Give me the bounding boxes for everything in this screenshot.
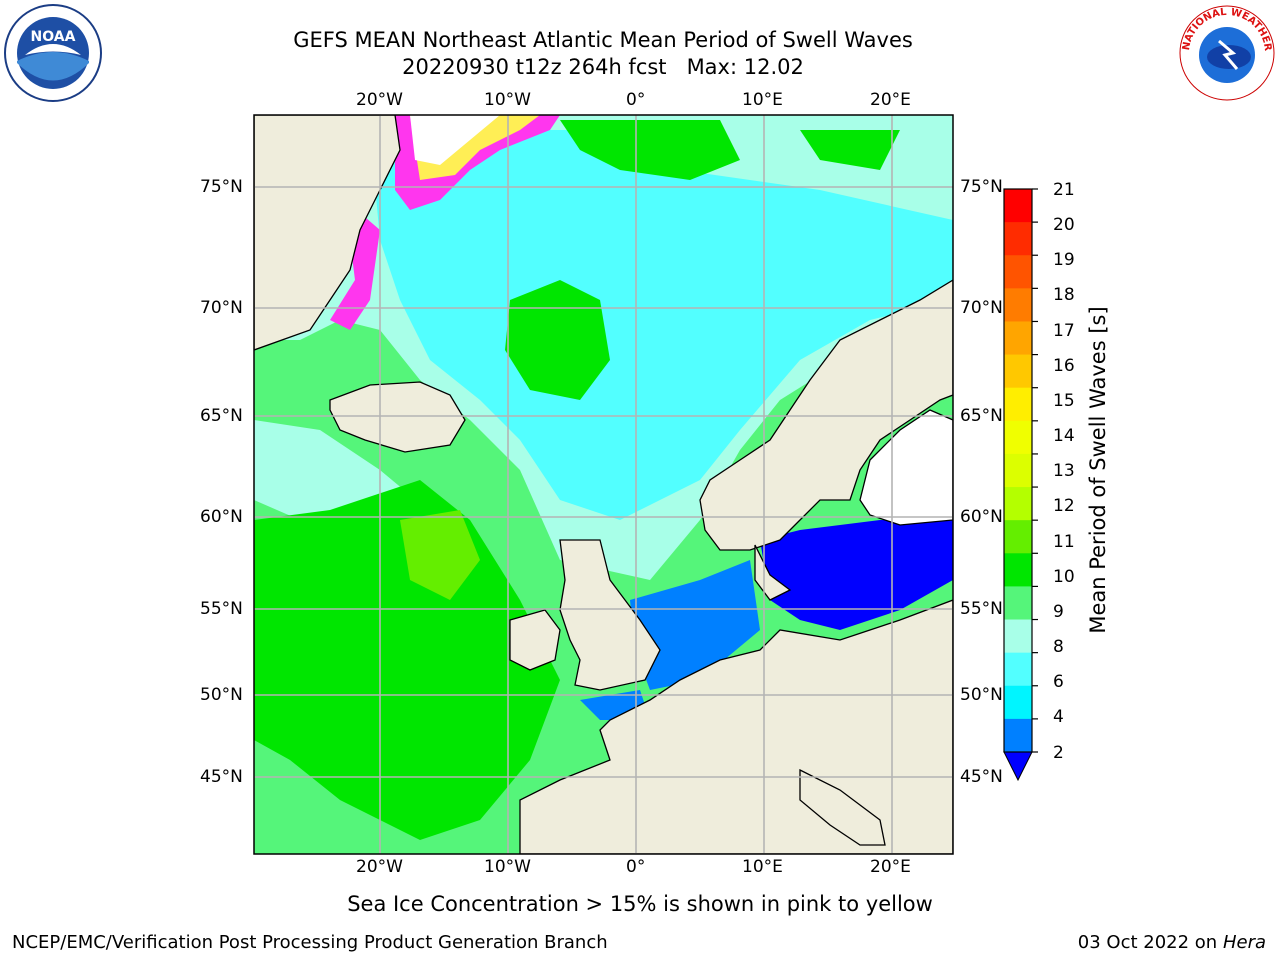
- lon-label-top-10w: 10°W: [484, 90, 531, 110]
- colorbar-band: [1004, 387, 1032, 422]
- colorbar-band: [1004, 222, 1032, 256]
- lat-label-right-45n: 45°N: [960, 767, 1003, 787]
- colorbar-band: [1004, 288, 1032, 322]
- noaa-logo-text: NOAA: [31, 29, 76, 45]
- colorbar-band: [1004, 619, 1032, 654]
- lon-label-top-0: 0°: [626, 90, 646, 110]
- lon-label-bottom-20w: 20°W: [356, 857, 403, 877]
- colorbar-band: [1004, 718, 1032, 753]
- colorbar-band: [1004, 321, 1032, 356]
- footer-host: Hera: [1222, 932, 1266, 953]
- colorbar-tick-15: 15: [1053, 391, 1075, 411]
- colorbar-band: [1004, 652, 1032, 687]
- colorbar: [1003, 188, 1038, 782]
- swell-10-11s-patch-2: [560, 120, 740, 180]
- lat-label-left-75n: 75°N: [200, 177, 243, 197]
- swell-10-11s-patch-3: [254, 480, 560, 840]
- chart-title: GEFS MEAN Northeast Atlantic Mean Period…: [293, 28, 913, 52]
- lon-label-top-20e: 20°E: [870, 90, 911, 110]
- colorbar-tick-18: 18: [1053, 285, 1075, 305]
- iceland: [329, 381, 466, 453]
- ireland: [509, 609, 561, 671]
- colorbar-band: [1004, 255, 1032, 289]
- lat-label-left-45n: 45°N: [200, 767, 243, 787]
- continental-europe: [519, 599, 953, 854]
- swell-6-8s-region: [370, 130, 953, 520]
- colorbar-label: Mean Period of Swell Waves [s]: [1086, 306, 1110, 634]
- footer-left: NCEP/EMC/Verification Post Processing Pr…: [12, 932, 608, 953]
- colorbar-bands: [1004, 189, 1032, 753]
- lat-label-right-55n: 55°N: [960, 599, 1003, 619]
- lat-label-right-75n: 75°N: [960, 177, 1003, 197]
- finland-region: [859, 409, 953, 526]
- great-britain: [559, 539, 661, 691]
- colorbar-tick-11: 11: [1053, 532, 1075, 552]
- lon-label-bottom-10e: 10°E: [742, 857, 783, 877]
- colorbar-tick-9: 9: [1053, 602, 1064, 622]
- colorbar-tick-16: 16: [1053, 356, 1075, 376]
- colorbar-band: [1004, 487, 1032, 521]
- colorbar-tick-13: 13: [1053, 461, 1075, 481]
- sea-ice-core: [410, 115, 500, 165]
- lon-label-top-10e: 10°E: [742, 90, 783, 110]
- sea-ice-note: Sea Ice Concentration > 15% is shown in …: [347, 892, 933, 916]
- lat-label-right-50n: 50°N: [960, 685, 1003, 705]
- colorbar-band: [1004, 586, 1032, 621]
- italy: [799, 768, 886, 846]
- colorbar-tick-12: 12: [1053, 496, 1075, 516]
- baltic-swell-region: [760, 520, 953, 630]
- colorbar-tick-4: 4: [1053, 707, 1064, 727]
- nws-logo: NATIONAL WEATHER SERVICE: [1173, 0, 1277, 107]
- chart-subtitle: 20220930 t12z 264h fcst Max: 12.02: [402, 55, 804, 79]
- colorbar-band: [1004, 420, 1032, 455]
- colorbar-band: [1004, 520, 1032, 554]
- lat-label-left-60n: 60°N: [200, 507, 243, 527]
- colorbar-frame: [1003, 188, 1033, 753]
- colorbar-band: [1004, 553, 1032, 587]
- colorbar-tick-8: 8: [1053, 637, 1064, 657]
- colorbar-tick-marks: [1032, 188, 1038, 753]
- lon-label-top-20w: 20°W: [356, 90, 403, 110]
- colorbar-tick-14: 14: [1053, 426, 1075, 446]
- greenland: [254, 115, 401, 351]
- lon-label-bottom-0: 0°: [626, 857, 646, 877]
- noaa-logo: NOAA: [3, 3, 103, 107]
- north-sea-swell-region: [630, 560, 760, 690]
- lat-label-left-65n: 65°N: [200, 406, 243, 426]
- colorbar-tick-6: 6: [1053, 672, 1064, 692]
- lon-label-bottom-20e: 20°E: [870, 857, 911, 877]
- colorbar-tick-2: 2: [1053, 743, 1064, 763]
- colorbar-tick-10: 10: [1053, 567, 1075, 587]
- map-grid: [254, 115, 953, 854]
- lon-label-bottom-10w: 10°W: [484, 857, 531, 877]
- colorbar-under-arrow: [1003, 751, 1033, 782]
- swell-10-11s-patch-1: [505, 280, 610, 400]
- swell-10-11s-patch-4: [800, 130, 900, 170]
- footer-right: 03 Oct 2022 on Hera: [1078, 932, 1266, 954]
- lat-label-right-70n: 70°N: [960, 298, 1003, 318]
- colorbar-tick-21: 21: [1053, 180, 1075, 200]
- colorbar-tick-20: 20: [1053, 215, 1075, 235]
- colorbar-band: [1004, 685, 1032, 720]
- lat-label-right-60n: 60°N: [960, 507, 1003, 527]
- map-frame: [253, 114, 954, 855]
- colorbar-band: [1004, 354, 1032, 389]
- colorbar-band: [1004, 453, 1032, 488]
- swell-11-12s-patch: [400, 510, 480, 600]
- sea-ice-greenland-coast: [330, 200, 380, 330]
- lat-label-left-55n: 55°N: [200, 599, 243, 619]
- lat-label-right-65n: 65°N: [960, 406, 1003, 426]
- footer-date: 03 Oct 2022 on: [1077, 932, 1223, 953]
- colorbar-band: [1004, 189, 1032, 223]
- lat-label-left-70n: 70°N: [200, 298, 243, 318]
- colorbar-tick-19: 19: [1053, 250, 1075, 270]
- colorbar-tick-17: 17: [1053, 321, 1075, 341]
- lat-label-left-50n: 50°N: [200, 685, 243, 705]
